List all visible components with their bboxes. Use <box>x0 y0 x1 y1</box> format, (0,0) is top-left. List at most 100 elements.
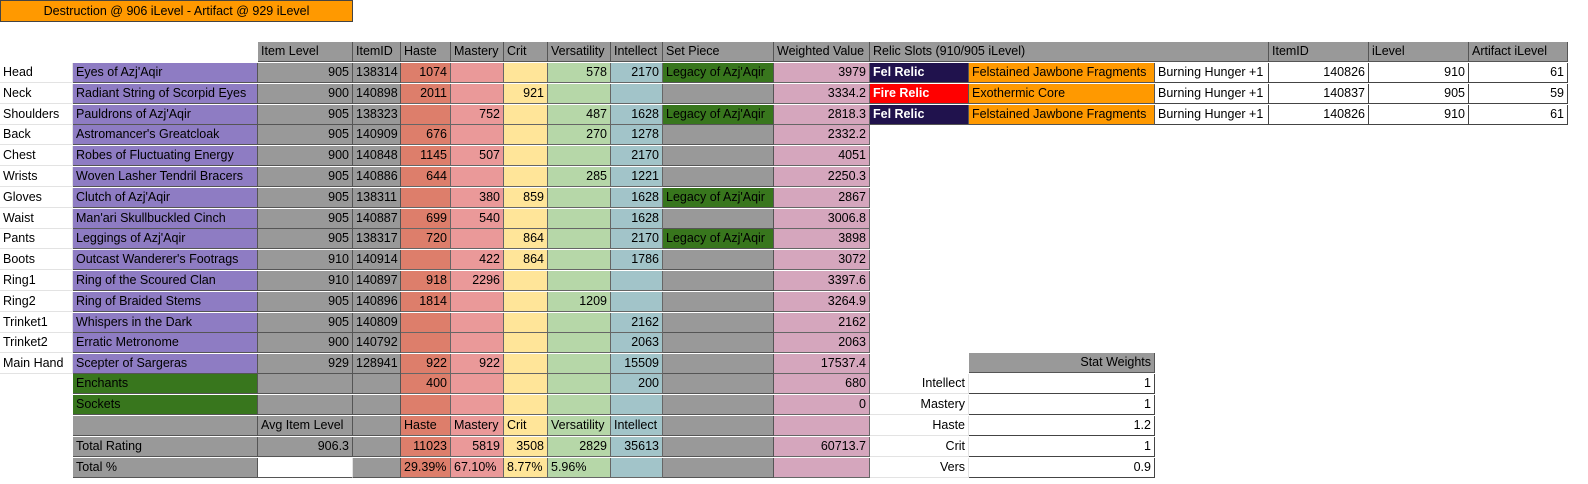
gear-item-level[interactable]: 905 <box>258 188 353 208</box>
gear-versatility[interactable] <box>548 333 611 353</box>
total-weighted[interactable]: 60713.7 <box>774 437 870 457</box>
gear-item-level[interactable]: 929 <box>258 354 353 374</box>
gear-set-piece[interactable] <box>663 167 774 187</box>
gear-intellect[interactable]: 1628 <box>611 105 663 125</box>
enchants-mastery[interactable] <box>451 374 504 394</box>
gear-mastery[interactable] <box>451 125 504 145</box>
gear-crit[interactable] <box>504 354 548 374</box>
stat-weight-label[interactable]: Crit <box>870 437 969 457</box>
gear-weighted-value[interactable]: 2063 <box>774 333 870 353</box>
relic-ilevel[interactable]: 910 <box>1369 105 1469 125</box>
relic-itemid[interactable]: 140826 <box>1269 105 1369 125</box>
gear-haste[interactable] <box>401 188 451 208</box>
pct-haste[interactable]: 29.39% <box>401 458 451 478</box>
gear-versatility[interactable] <box>548 188 611 208</box>
gear-weighted-value[interactable]: 17537.4 <box>774 354 870 374</box>
relic-type[interactable]: Fel Relic <box>870 105 969 125</box>
gear-slot-label[interactable]: Trinket1 <box>0 313 73 333</box>
gear-intellect[interactable] <box>611 271 663 291</box>
gear-set-piece[interactable] <box>663 250 774 270</box>
relic-name[interactable]: Felstained Jawbone Fragments <box>969 63 1155 83</box>
gear-item-name[interactable]: Astromancer's Greatcloak <box>73 125 258 145</box>
gear-versatility[interactable] <box>548 250 611 270</box>
relic-itemid[interactable]: 140826 <box>1269 63 1369 83</box>
gear-item-name[interactable]: Outcast Wanderer's Footrags <box>73 250 258 270</box>
total-vers[interactable]: 2829 <box>548 437 611 457</box>
sockets-intellect[interactable] <box>611 395 663 415</box>
enchants-label[interactable]: Enchants <box>73 374 258 394</box>
gear-intellect[interactable]: 2063 <box>611 333 663 353</box>
gear-item-id[interactable]: 138311 <box>353 188 401 208</box>
gear-intellect[interactable]: 1221 <box>611 167 663 187</box>
gear-item-level[interactable]: 905 <box>258 209 353 229</box>
gear-haste[interactable]: 676 <box>401 125 451 145</box>
avg-item-level-label[interactable]: Avg Item Level <box>258 416 353 436</box>
gear-item-level[interactable]: 905 <box>258 63 353 83</box>
gear-crit[interactable] <box>504 125 548 145</box>
gear-item-level[interactable]: 905 <box>258 105 353 125</box>
relic-slots-header[interactable]: Relic Slots (910/905 iLevel) <box>870 42 1269 62</box>
gear-item-id[interactable]: 140909 <box>353 125 401 145</box>
gear-item-id[interactable]: 140898 <box>353 84 401 104</box>
relic-type[interactable]: Fire Relic <box>870 84 969 104</box>
gear-item-id[interactable]: 140809 <box>353 313 401 333</box>
total-mastery[interactable]: 5819 <box>451 437 504 457</box>
gear-weighted-value[interactable]: 3264.9 <box>774 292 870 312</box>
gear-slot-label[interactable]: Gloves <box>0 188 73 208</box>
gear-item-id[interactable]: 140848 <box>353 146 401 166</box>
sockets-vers[interactable] <box>548 395 611 415</box>
gear-weighted-value[interactable]: 4051 <box>774 146 870 166</box>
gear-mastery[interactable]: 540 <box>451 209 504 229</box>
gear-item-name[interactable]: Radiant String of Scorpid Eyes <box>73 84 258 104</box>
gear-set-piece[interactable] <box>663 333 774 353</box>
gear-intellect[interactable]: 1628 <box>611 188 663 208</box>
gear-item-name[interactable]: Erratic Metronome <box>73 333 258 353</box>
gear-haste[interactable] <box>401 250 451 270</box>
gear-weighted-value[interactable]: 3979 <box>774 63 870 83</box>
gear-mastery[interactable] <box>451 292 504 312</box>
pct-weighted-cell[interactable] <box>774 458 870 478</box>
gear-set-piece[interactable] <box>663 354 774 374</box>
gear-item-id[interactable]: 140886 <box>353 167 401 187</box>
total-pct-label[interactable]: Total % <box>73 458 258 478</box>
pct-crit[interactable]: 8.77% <box>504 458 548 478</box>
sockets-crit[interactable] <box>504 395 548 415</box>
summary-weighted-cell[interactable] <box>774 416 870 436</box>
pct-vers[interactable]: 5.96% <box>548 458 611 478</box>
gear-item-name[interactable]: Man'ari Skullbuckled Cinch <box>73 209 258 229</box>
gear-item-id[interactable]: 140887 <box>353 209 401 229</box>
gear-slot-label[interactable]: Neck <box>0 84 73 104</box>
gear-mastery[interactable] <box>451 167 504 187</box>
gear-versatility[interactable] <box>548 209 611 229</box>
gear-mastery[interactable] <box>451 229 504 249</box>
gear-haste[interactable] <box>401 333 451 353</box>
stat-weight-value[interactable]: 0.9 <box>969 458 1155 478</box>
relic-artifact-ilevel-header[interactable]: Artifact iLevel <box>1469 42 1568 62</box>
gear-crit[interactable] <box>504 146 548 166</box>
gear-haste[interactable]: 1145 <box>401 146 451 166</box>
stat-weight-value[interactable]: 1 <box>969 437 1155 457</box>
summary-intellect-label[interactable]: Intellect <box>611 416 663 436</box>
gear-haste[interactable]: 1814 <box>401 292 451 312</box>
gear-intellect[interactable]: 2170 <box>611 63 663 83</box>
gear-weighted-value[interactable]: 2162 <box>774 313 870 333</box>
relic-itemid-header[interactable]: ItemID <box>1269 42 1369 62</box>
gear-slot-label[interactable]: Main Hand <box>0 354 73 374</box>
gear-item-level[interactable]: 900 <box>258 333 353 353</box>
gear-item-level[interactable]: 910 <box>258 271 353 291</box>
stat-weight-label[interactable]: Vers <box>870 458 969 478</box>
gear-versatility[interactable]: 285 <box>548 167 611 187</box>
gear-mastery[interactable]: 507 <box>451 146 504 166</box>
gear-versatility[interactable]: 270 <box>548 125 611 145</box>
pct-mastery[interactable]: 67.10% <box>451 458 504 478</box>
gear-slot-label[interactable]: Wrists <box>0 167 73 187</box>
gear-item-id[interactable]: 138314 <box>353 63 401 83</box>
enchants-crit[interactable] <box>504 374 548 394</box>
sockets-mastery[interactable] <box>451 395 504 415</box>
relic-artifact-ilevel[interactable]: 61 <box>1469 105 1568 125</box>
stat-weight-value[interactable]: 1 <box>969 395 1155 415</box>
gear-slot-label[interactable]: Ring2 <box>0 292 73 312</box>
gear-set-piece[interactable] <box>663 209 774 229</box>
header-itemid[interactable]: ItemID <box>353 42 401 62</box>
total-intellect[interactable]: 35613 <box>611 437 663 457</box>
